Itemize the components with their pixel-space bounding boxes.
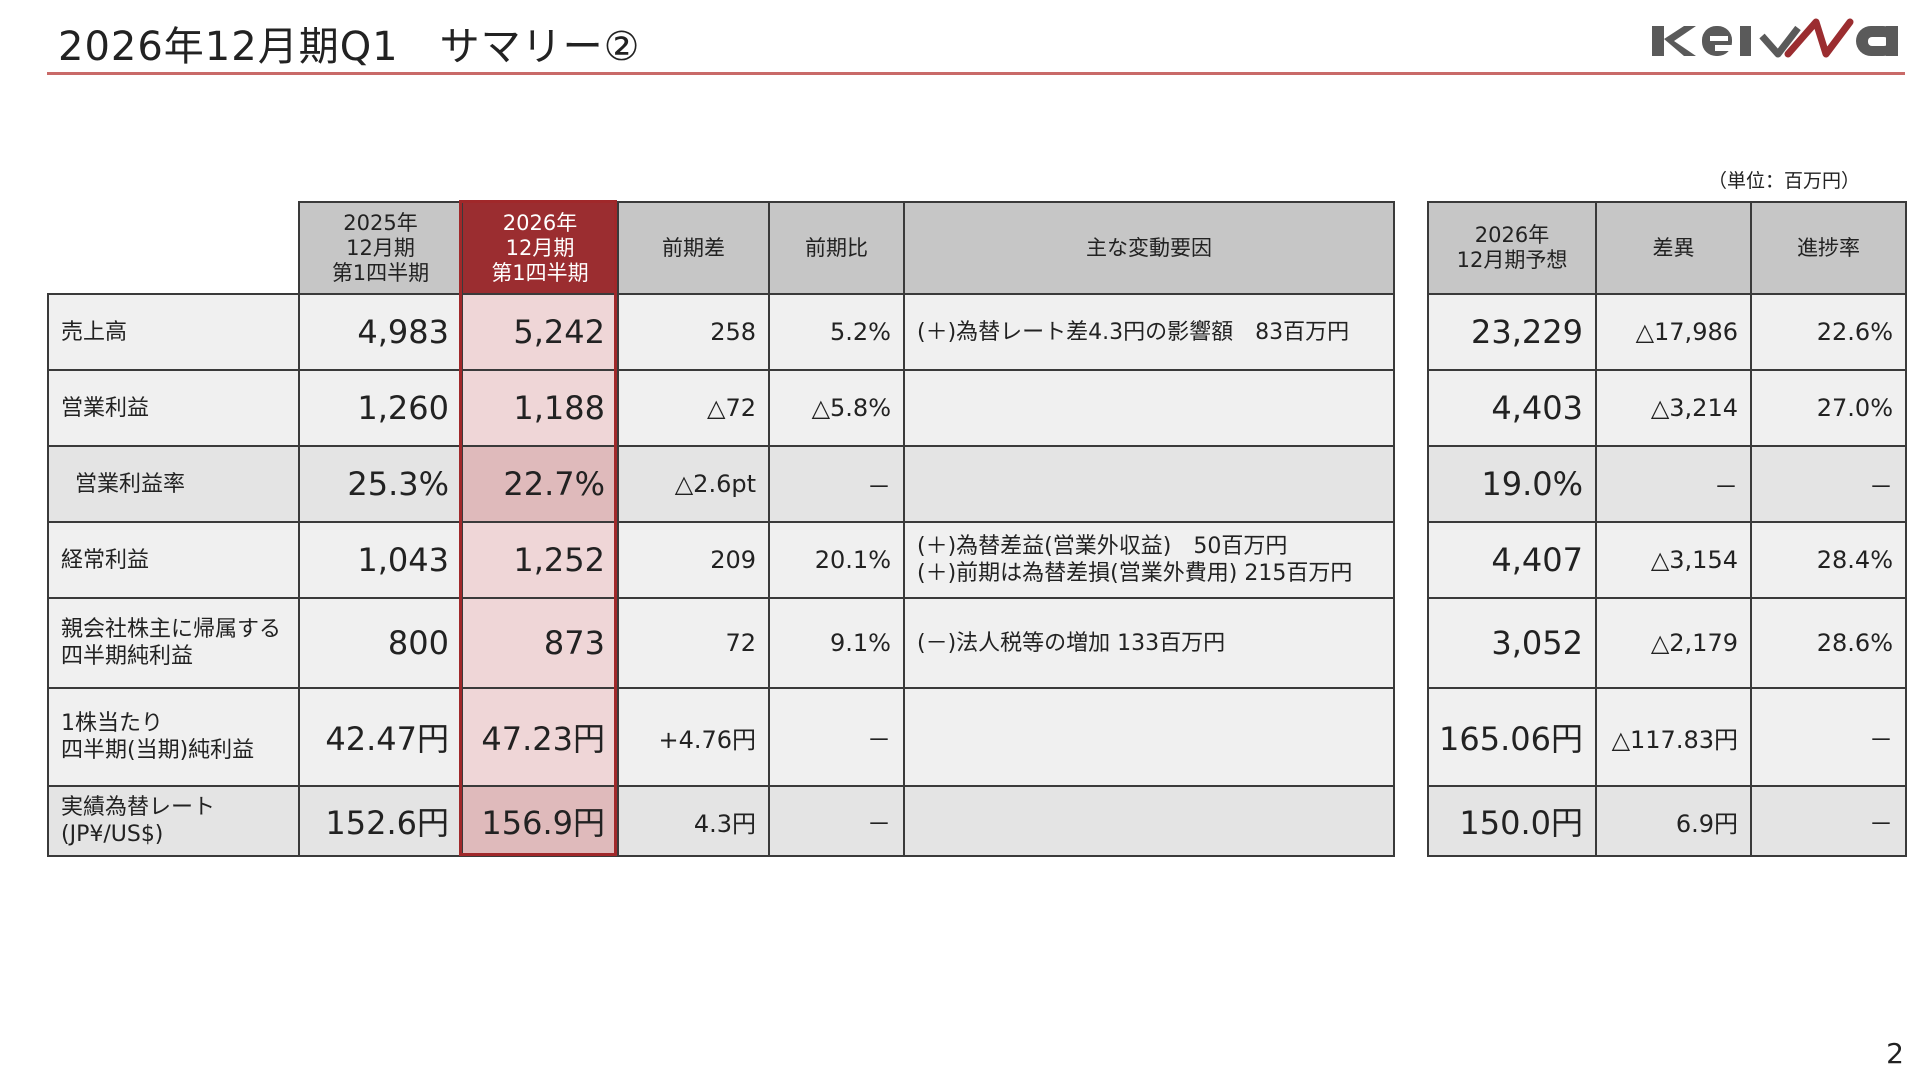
cell-variance: △17,986 [1595,293,1752,371]
row-label: 親会社株主に帰属する 四半期純利益 [47,597,300,689]
cell-factors [903,785,1395,857]
col-header-variance: 差異 [1595,201,1752,295]
title-underline [47,72,1905,75]
cell-progress: 22.6% [1750,293,1907,371]
cell-progress: 28.6% [1750,597,1907,689]
col-header-yoy-diff: 前期差 [617,201,770,295]
cell-curr: 1,252 [461,521,619,599]
cell-variance: △3,154 [1595,521,1752,599]
cell-prev: 152.6円 [298,785,463,857]
table-row: 165.06円 △117.83円 － [1427,687,1907,787]
table-row: 23,229 △17,986 22.6% [1427,293,1907,371]
table-row-net-income: 親会社株主に帰属する 四半期純利益 800 873 72 9.1% (－)法人税… [47,597,1395,689]
keiwa-logo [1652,18,1898,58]
cell-prev: 1,260 [298,369,463,447]
cell-variance: － [1595,445,1752,523]
cell-ratio: 20.1% [768,521,905,599]
factor-line: (＋)為替差益(営業外収益) 50百万円 [917,534,1288,559]
cell-factors [903,687,1395,787]
table-row-operating-margin: 営業利益率 25.3% 22.7% △2.6pt － [47,445,1395,523]
forecast-table: 2026年 12月期予想 差異 進捗率 23,229 △17,986 22.6%… [1427,201,1907,857]
header-blank-cell [48,202,300,295]
cell-prev: 4,983 [298,293,463,371]
cell-progress: 27.0% [1750,369,1907,447]
col-header-fy-forecast: 2026年 12月期予想 [1427,201,1597,295]
cell-ratio: △5.8% [768,369,905,447]
cell-forecast: 19.0% [1427,445,1597,523]
factor-line: (＋)前期は為替差損(営業外費用) 215百万円 [917,561,1353,586]
cell-forecast: 150.0円 [1427,785,1597,857]
cell-factors: (－)法人税等の増加 133百万円 [903,597,1395,689]
cell-forecast: 165.06円 [1427,687,1597,787]
cell-curr: 47.23円 [461,687,619,787]
table-row: 4,407 △3,154 28.4% [1427,521,1907,599]
page-number: 2 [1886,1037,1904,1070]
row-label: 実績為替レート (JP¥/US$) [47,785,300,857]
cell-progress: － [1750,445,1907,523]
cell-diff: 258 [617,293,770,371]
table-row: 150.0円 6.9円 － [1427,785,1907,857]
cell-prev: 1,043 [298,521,463,599]
cell-ratio: 9.1% [768,597,905,689]
cell-variance: △3,214 [1595,369,1752,447]
cell-curr: 5,242 [461,293,619,371]
table-header-row: 2025年 12月期 第1四半期 2026年 12月期 第1四半期 前期差 前期… [48,201,1395,295]
cell-progress: － [1750,785,1907,857]
cell-curr: 156.9円 [461,785,619,857]
factor-line: (＋)為替レート差4.3円の影響額 83百万円 [917,319,1350,345]
col-header-progress: 進捗率 [1750,201,1907,295]
cell-factors [903,445,1395,523]
table-row-ordinary-income: 経常利益 1,043 1,252 209 20.1% (＋)為替差益(営業外収益… [47,521,1395,599]
cell-prev: 42.47円 [298,687,463,787]
page-title: 2026年12月期Q1 サマリー② [58,24,641,70]
cell-diff: △2.6pt [617,445,770,523]
cell-forecast: 4,407 [1427,521,1597,599]
cell-curr: 873 [461,597,619,689]
cell-factors: (＋)為替差益(営業外収益) 50百万円 (＋)前期は為替差損(営業外費用) 2… [903,521,1395,599]
row-label: 1株当たり 四半期(当期)純利益 [47,687,300,787]
cell-diff: 209 [617,521,770,599]
table-row: 4,403 △3,214 27.0% [1427,369,1907,447]
cell-prev: 25.3% [298,445,463,523]
cell-prev: 800 [298,597,463,689]
factor-line: (－)法人税等の増加 133百万円 [917,630,1226,656]
col-header-main-factors: 主な変動要因 [903,201,1395,295]
cell-forecast: 23,229 [1427,293,1597,371]
cell-progress: 28.4% [1750,521,1907,599]
cell-curr: 22.7% [461,445,619,523]
table-row-net-sales: 売上高 4,983 5,242 258 5.2% (＋)為替レート差4.3円の影… [47,293,1395,371]
cell-curr: 1,188 [461,369,619,447]
q1-comparison-table: 2025年 12月期 第1四半期 2026年 12月期 第1四半期 前期差 前期… [47,201,1395,857]
cell-ratio: 5.2% [768,293,905,371]
cell-diff: 4.3円 [617,785,770,857]
col-header-2025-q1: 2025年 12月期 第1四半期 [298,201,463,295]
col-header-yoy-ratio: 前期比 [768,201,905,295]
cell-diff: △72 [617,369,770,447]
table-row-operating-income: 営業利益 1,260 1,188 △72 △5.8% [47,369,1395,447]
cell-diff: +4.76円 [617,687,770,787]
cell-variance: △2,179 [1595,597,1752,689]
col-header-2026-q1: 2026年 12月期 第1四半期 [461,201,619,295]
cell-ratio: － [768,687,905,787]
row-label: 営業利益率 [47,445,300,523]
cell-ratio: － [768,445,905,523]
row-label: 営業利益 [47,369,300,447]
table-header-row: 2026年 12月期予想 差異 進捗率 [1427,201,1907,295]
cell-variance: △117.83円 [1595,687,1752,787]
cell-factors: (＋)為替レート差4.3円の影響額 83百万円 [903,293,1395,371]
cell-variance: 6.9円 [1595,785,1752,857]
unit-note: （単位：百万円） [1707,170,1860,192]
cell-forecast: 3,052 [1427,597,1597,689]
cell-progress: － [1750,687,1907,787]
row-label: 売上高 [47,293,300,371]
cell-diff: 72 [617,597,770,689]
table-row: 19.0% － － [1427,445,1907,523]
cell-ratio: － [768,785,905,857]
row-label: 経常利益 [47,521,300,599]
table-row-eps: 1株当たり 四半期(当期)純利益 42.47円 47.23円 +4.76円 － [47,687,1395,787]
cell-forecast: 4,403 [1427,369,1597,447]
table-row-fx-rate: 実績為替レート (JP¥/US$) 152.6円 156.9円 4.3円 － [47,785,1395,857]
table-row: 3,052 △2,179 28.6% [1427,597,1907,689]
cell-factors [903,369,1395,447]
